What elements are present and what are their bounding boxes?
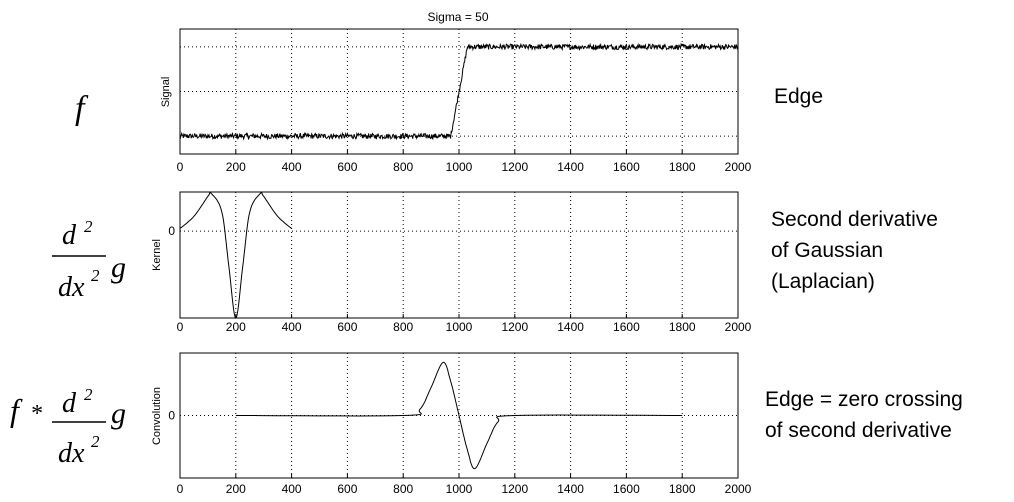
x-tick-label: 800 (393, 320, 413, 334)
x-tick-label: 1600 (613, 160, 640, 174)
formula-convolution: f * d 2 dx 2 g (10, 385, 126, 469)
series-line-convolution (235, 361, 683, 470)
x-tick-label: 800 (393, 482, 413, 496)
x-tick-label: 1000 (446, 320, 473, 334)
desc-kernel-line2: of Gaussian (771, 239, 883, 262)
x-tick-label: 1000 (446, 160, 473, 174)
x-tick-label: 1800 (669, 320, 696, 334)
x-tick-label: 400 (282, 320, 302, 334)
x-tick-label: 2000 (725, 160, 752, 174)
y-axis-label: Kernel (151, 239, 163, 271)
x-tick-label: 1800 (669, 160, 696, 174)
x-tick-label: 800 (393, 160, 413, 174)
x-tick-label: 0 (177, 320, 184, 334)
svg-text:g: g (111, 251, 126, 284)
svg-text:2: 2 (91, 266, 100, 285)
formula-second-derivative-kernel: d 2 dx 2 g (52, 217, 126, 303)
svg-text:2: 2 (84, 217, 93, 236)
panel-signal: 0 200 400 600 800 1000 1200 1400 1600 1800 2000 Sig… (160, 28, 752, 174)
chart-panels: 0 200 400 600 800 1000 1200 1400 1600 1800 2000Sig… (151, 28, 752, 496)
svg-text:d: d (62, 220, 77, 251)
chart-title: Sigma = 50 (427, 10, 488, 24)
y-axis-label: Signal (160, 77, 172, 108)
svg-text:f: f (10, 392, 23, 428)
svg-text:f: f (75, 90, 89, 127)
svg-text:d: d (62, 388, 77, 419)
y-axis-label: Convolution (151, 387, 163, 445)
series-line-signal (179, 42, 739, 141)
x-tick-label: 400 (282, 482, 302, 496)
svg-text:2: 2 (84, 385, 93, 404)
series-line-kernel (179, 191, 292, 319)
y-tick-label: 0 (168, 409, 175, 423)
x-tick-label: 1600 (613, 320, 640, 334)
svg-text:dx: dx (58, 438, 85, 469)
x-tick-label: 600 (337, 160, 357, 174)
x-tick-label: 1400 (557, 320, 584, 334)
x-tick-label: 1200 (501, 482, 528, 496)
svg-text:g: g (111, 397, 126, 430)
desc-edge: Edge (774, 85, 823, 108)
plot-frame (179, 191, 739, 319)
panel-convolution: 0 200 400 600 800 1000 1200 1400 1600 1800 2000 0 Co… (151, 352, 752, 496)
panel-kernel: 0 200 400 600 800 1000 1200 1400 1600 1800 2000 0 Ke… (151, 191, 752, 334)
svg-text:2: 2 (91, 432, 100, 451)
formula-f: f (75, 90, 89, 127)
x-tick-label: 1400 (557, 160, 584, 174)
x-tick-label: 2000 (725, 320, 752, 334)
x-tick-label: 600 (337, 482, 357, 496)
desc-convolution-line1: Edge = zero crossing (765, 388, 963, 411)
desc-kernel-line3: (Laplacian) (771, 270, 875, 293)
x-tick-label: 2000 (725, 482, 752, 496)
x-tick-label: 600 (337, 320, 357, 334)
x-tick-label: 1600 (613, 482, 640, 496)
x-tick-label: 1200 (501, 160, 528, 174)
x-tick-label: 400 (282, 160, 302, 174)
x-tick-label: 1000 (446, 482, 473, 496)
x-tick-label: 200 (226, 160, 246, 174)
svg-text:*: * (30, 401, 42, 427)
x-tick-label: 1800 (669, 482, 696, 496)
svg-text:dx: dx (58, 272, 85, 303)
x-tick-label: 0 (177, 160, 184, 174)
x-tick-label: 0 (177, 482, 184, 496)
desc-kernel-line1: Second derivative (771, 208, 938, 231)
x-tick-label: 200 (226, 482, 246, 496)
x-tick-label: 1200 (501, 320, 528, 334)
desc-convolution-line2: of second derivative (765, 419, 952, 442)
x-tick-label: 1400 (557, 482, 584, 496)
y-tick-label: 0 (168, 224, 175, 238)
x-tick-label: 200 (226, 320, 246, 334)
